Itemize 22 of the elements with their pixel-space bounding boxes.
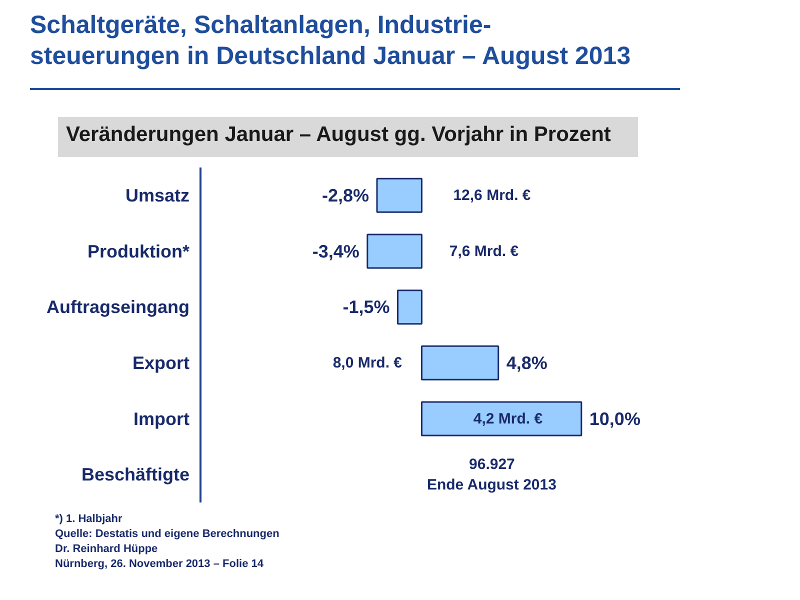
annotation: 4,2 Mrd. € xyxy=(473,410,544,428)
y-tick-label: Umsatz xyxy=(125,185,190,206)
data-label: -3,4% xyxy=(312,241,360,262)
y-tick-label: Import xyxy=(134,408,190,429)
text: Nürnberg, 26. November 2013 – Folie 14 xyxy=(55,558,264,570)
annotation: 7,6 Mrd. € xyxy=(449,242,520,260)
data-label: 4,8% xyxy=(506,352,548,373)
annotation: 12,6 Mrd. € xyxy=(453,186,532,204)
y-tick-label: Produktion* xyxy=(88,241,190,262)
data-label: 10,0% xyxy=(589,408,640,429)
text: *) 1. Halbjahr xyxy=(55,513,122,525)
y-tick-label: Auftragseingang xyxy=(46,297,190,318)
annotation: 8,0 Mrd. € xyxy=(332,354,403,372)
y-tick-label: Beschäftigte xyxy=(81,464,190,485)
data-label: -2,8% xyxy=(322,185,370,206)
annotation: 96.927 Ende August 2013 xyxy=(426,456,556,494)
chart-subtitle: Veränderungen Januar – August gg. Vorjahr in Prozent xyxy=(66,122,611,148)
y-tick-label: Export xyxy=(132,352,190,373)
text: Dr. Reinhard Hüppe xyxy=(55,542,158,555)
data-label: -1,5% xyxy=(342,297,390,318)
source-note: Quelle: Destatis und eigene Berechnungen xyxy=(55,528,280,540)
chart-title: Schaltgeräte, Schaltanlagen, Industrie- steuerungen in Deutschland Januar – August 2013 xyxy=(30,10,631,72)
